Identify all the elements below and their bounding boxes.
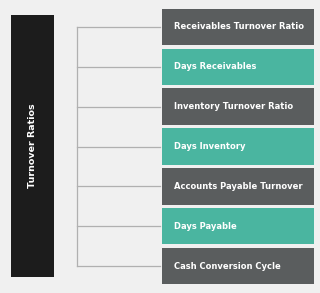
- FancyBboxPatch shape: [162, 9, 314, 45]
- Text: Turnover Ratios: Turnover Ratios: [28, 103, 37, 188]
- Text: Days Payable: Days Payable: [174, 222, 237, 231]
- Text: Days Inventory: Days Inventory: [174, 142, 246, 151]
- FancyBboxPatch shape: [162, 168, 314, 205]
- FancyBboxPatch shape: [162, 49, 314, 85]
- Text: Cash Conversion Cycle: Cash Conversion Cycle: [174, 262, 281, 270]
- FancyBboxPatch shape: [11, 15, 54, 277]
- FancyBboxPatch shape: [162, 208, 314, 244]
- FancyBboxPatch shape: [162, 88, 314, 125]
- Text: Days Receivables: Days Receivables: [174, 62, 257, 71]
- FancyBboxPatch shape: [162, 248, 314, 284]
- Text: Accounts Payable Turnover: Accounts Payable Turnover: [174, 182, 303, 191]
- FancyBboxPatch shape: [162, 128, 314, 165]
- Text: Inventory Turnover Ratio: Inventory Turnover Ratio: [174, 102, 293, 111]
- Text: Receivables Turnover Ratio: Receivables Turnover Ratio: [174, 23, 304, 31]
